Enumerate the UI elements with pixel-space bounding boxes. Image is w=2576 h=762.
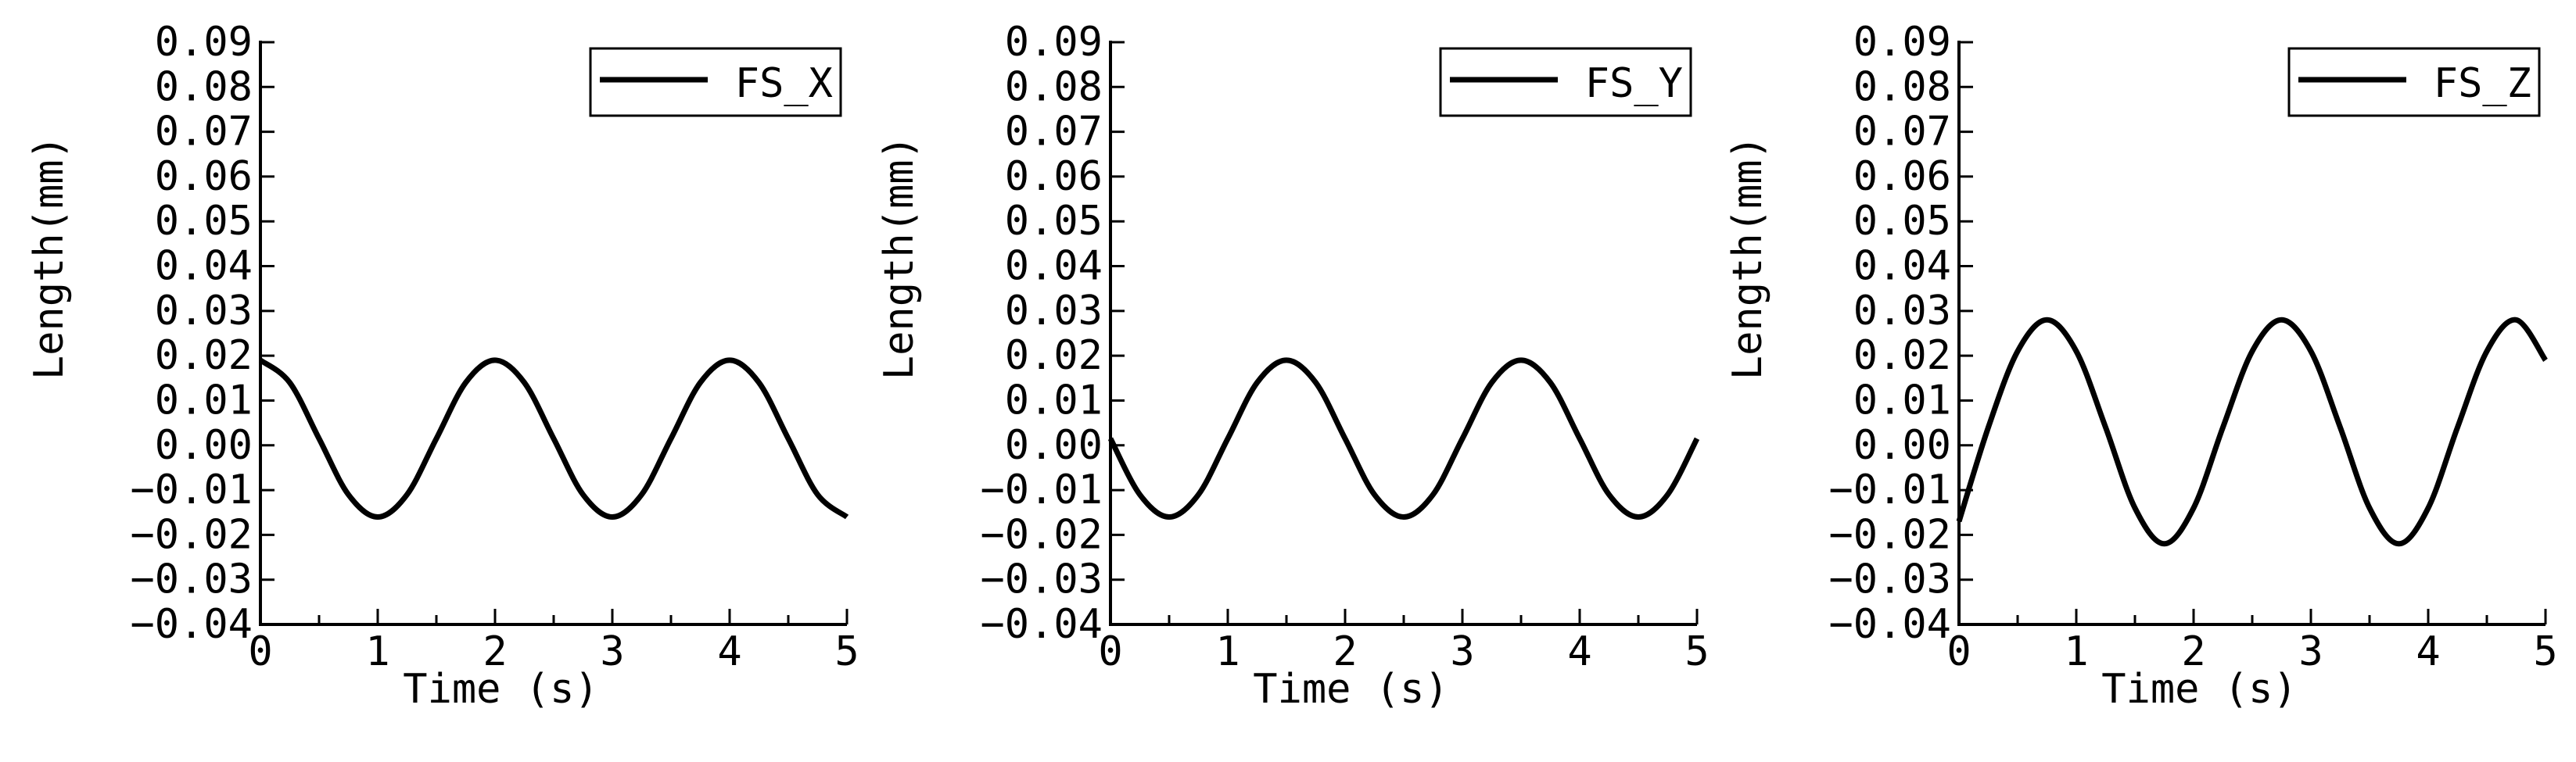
y-tick-label: −0.03: [130, 556, 253, 603]
y-tick-label: 0.09: [1853, 19, 1951, 66]
x-tick-label: 5: [834, 628, 859, 675]
x-tick-label: 3: [1450, 628, 1474, 675]
y-tick-label: −0.02: [130, 511, 253, 558]
panel-axes: [1109, 41, 1697, 626]
series-line-fs-z: [1956, 317, 2548, 547]
y-tick-label: 0.00: [1853, 422, 1951, 469]
x-tick-label: 0: [1098, 628, 1122, 675]
y-tick-label: 0.06: [1005, 153, 1103, 200]
y-tick-label: −0.03: [1828, 556, 1951, 603]
series-line-fs-x: [258, 357, 849, 521]
panel-ticks: −0.04−0.03−0.02−0.010.000.010.020.030.04…: [980, 19, 1709, 675]
x-tick-label: 5: [2533, 628, 2557, 675]
y-tick-label: 0.01: [155, 377, 253, 424]
y-tick-label: 0.03: [1853, 288, 1951, 334]
y-tick-label: 0.06: [1853, 153, 1951, 200]
x-tick-label: 1: [365, 628, 389, 675]
y-tick-label: 0.02: [1005, 332, 1103, 379]
y-tick-label: 0.03: [1005, 288, 1103, 334]
y-tick-label: −0.01: [980, 467, 1103, 513]
y-tick-label: 0.04: [155, 243, 253, 290]
y-tick-label: −0.04: [980, 601, 1103, 648]
y-tick-label: 0.07: [1005, 109, 1103, 156]
y-tick-label: 0.04: [1005, 243, 1103, 290]
chart-panel-fs-x: −0.04−0.03−0.02−0.010.000.010.020.030.04…: [26, 19, 859, 713]
x-tick-label: 0: [248, 628, 272, 675]
panel-axes: [259, 41, 847, 626]
y-tick-label: 0.08: [1853, 63, 1951, 110]
y-tick-label: 0.08: [1005, 63, 1103, 110]
chart-panel-fs-y: −0.04−0.03−0.02−0.010.000.010.020.030.04…: [876, 19, 1710, 713]
y-tick-label: 0.06: [155, 153, 253, 200]
x-tick-label: 3: [600, 628, 624, 675]
panel-ticks: −0.04−0.03−0.02−0.010.000.010.020.030.04…: [130, 19, 859, 675]
y-axis-title: Length(mm): [876, 135, 923, 380]
y-tick-label: 0.02: [155, 332, 253, 379]
x-tick-label: 2: [483, 628, 507, 675]
panel-ticks: −0.04−0.03−0.02−0.010.000.010.020.030.04…: [1828, 19, 2557, 675]
legend: FS_Z: [2287, 47, 2541, 117]
legend: FS_Y: [1439, 47, 1692, 117]
y-tick-label: −0.02: [1828, 511, 1951, 558]
x-tick-label: 3: [2298, 628, 2323, 675]
panel-axes: [1957, 41, 2546, 626]
x-tick-label: 2: [2181, 628, 2205, 675]
y-tick-label: 0.02: [1853, 332, 1951, 379]
legend: FS_X: [589, 47, 842, 117]
x-tick-label: 2: [1333, 628, 1357, 675]
x-tick-label: 1: [2064, 628, 2088, 675]
x-tick-label: 4: [717, 628, 741, 675]
y-tick-label: 0.09: [155, 19, 253, 66]
y-tick-label: 0.00: [155, 422, 253, 469]
chart-panel-fs-z: −0.04−0.03−0.02−0.010.000.010.020.030.04…: [1724, 19, 2558, 713]
x-axis-title: Time (s): [403, 666, 598, 713]
x-tick-label: 5: [1684, 628, 1709, 675]
y-axis-title: Length(mm): [26, 135, 73, 380]
y-tick-label: 0.01: [1853, 377, 1951, 424]
y-tick-label: −0.01: [130, 467, 253, 513]
y-tick-label: 0.04: [1853, 243, 1951, 290]
y-tick-label: 0.08: [155, 63, 253, 110]
y-axis-title: Length(mm): [1724, 135, 1771, 380]
legend-label: FS_Z: [2434, 60, 2531, 107]
y-tick-label: 0.07: [155, 109, 253, 156]
y-tick-label: 0.01: [1005, 377, 1103, 424]
y-tick-label: −0.04: [130, 601, 253, 648]
x-axis-title: Time (s): [2101, 666, 2297, 713]
x-axis-title: Time (s): [1253, 666, 1448, 713]
legend-label: FS_Y: [1585, 60, 1683, 107]
x-tick-label: 0: [1946, 628, 1971, 675]
y-tick-label: 0.09: [1005, 19, 1103, 66]
y-tick-label: 0.05: [1005, 198, 1103, 245]
x-tick-label: 1: [1215, 628, 1240, 675]
y-tick-label: 0.03: [155, 288, 253, 334]
series-line-fs-y: [1107, 357, 1700, 521]
y-tick-label: 0.05: [1853, 198, 1951, 245]
y-tick-label: −0.01: [1828, 467, 1951, 513]
y-tick-label: −0.03: [980, 556, 1103, 603]
x-tick-label: 4: [2416, 628, 2440, 675]
legend-label: FS_X: [735, 60, 833, 107]
y-tick-label: 0.07: [1853, 109, 1951, 156]
y-tick-label: −0.02: [980, 511, 1103, 558]
x-tick-label: 4: [1567, 628, 1591, 675]
y-tick-label: −0.04: [1828, 601, 1951, 648]
y-tick-label: 0.05: [155, 198, 253, 245]
y-tick-label: 0.00: [1005, 422, 1103, 469]
